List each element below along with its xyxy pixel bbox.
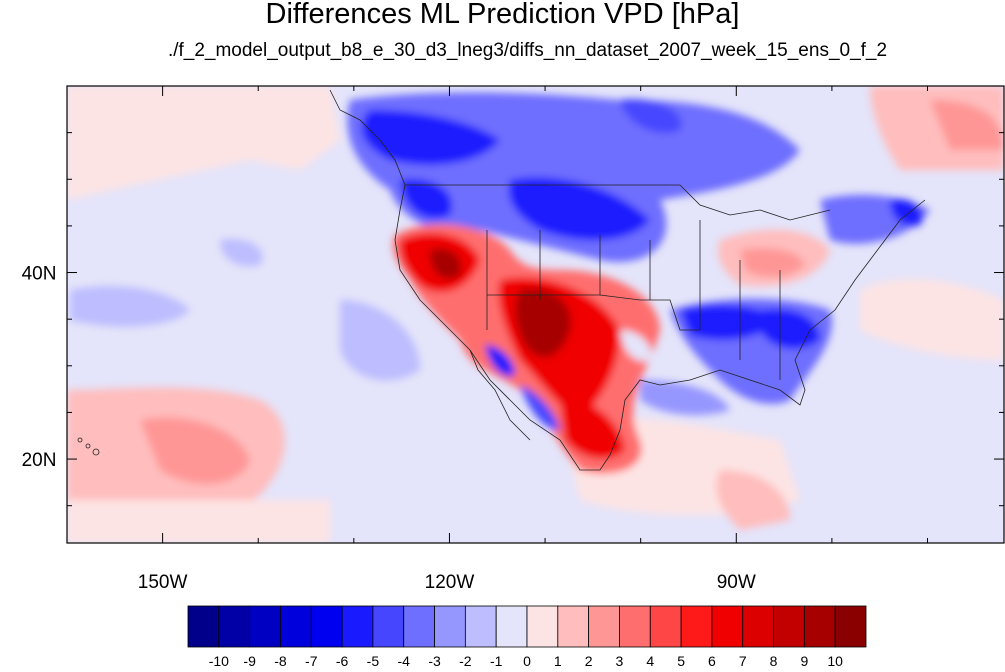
colorbar-label: 0 xyxy=(523,653,531,669)
y-tick-label: 20N xyxy=(22,450,57,471)
colorbar-label: 7 xyxy=(739,653,747,669)
colorbar-swatch xyxy=(680,605,713,648)
colorbar-label: -3 xyxy=(428,653,441,669)
colorbar-swatch xyxy=(310,605,343,648)
colorbar-swatch xyxy=(372,605,405,648)
colorbar-label: 5 xyxy=(677,653,685,669)
colorbar-swatch xyxy=(341,605,374,648)
axis-ticks: 150W 120W 90W 40N 20N xyxy=(22,86,1004,593)
x-tick-label: 90W xyxy=(717,572,756,593)
colorbar-swatch xyxy=(834,605,867,648)
colorbar-label: -1 xyxy=(490,653,503,669)
colorbar-swatch xyxy=(249,605,281,648)
colorbar-swatch xyxy=(434,605,466,648)
colorbar-swatch xyxy=(803,605,836,648)
chart-subtitle: ./f_2_model_output_b8_e_30_d3_lneg3/diff… xyxy=(167,40,888,61)
colorbar-label: -4 xyxy=(398,653,411,669)
colorbar-label: 9 xyxy=(800,653,808,669)
colorbar-swatch xyxy=(403,605,435,648)
colorbar-swatch xyxy=(495,605,528,648)
colorbar-label: -7 xyxy=(305,653,318,669)
colorbar-swatch xyxy=(588,605,620,648)
colorbar-label: 4 xyxy=(646,653,654,669)
colorbar-swatch xyxy=(557,605,590,648)
colorbar-label: -8 xyxy=(274,653,287,669)
colorbar: -10 -9 -8 -7 -6 -5 -4 -3 -2 -1 0 1 2 3 4 5 6 7 8 9 10 xyxy=(187,605,867,669)
colorbar-swatch xyxy=(649,605,682,648)
colorbar-label: -9 xyxy=(243,653,256,669)
y-tick-label: 40N xyxy=(22,264,57,285)
colorbar-label: -2 xyxy=(459,653,472,669)
difference-field xyxy=(67,86,1004,543)
colorbar-label: 8 xyxy=(770,653,778,669)
colorbar-swatch xyxy=(526,605,559,648)
colorbar-swatch xyxy=(187,605,220,648)
colorbar-label: -10 xyxy=(209,653,229,669)
x-tick-label: 120W xyxy=(425,572,475,593)
colorbar-label: -5 xyxy=(367,653,380,669)
map-frame xyxy=(66,85,1005,544)
coastlines xyxy=(77,89,926,471)
chart-title: Differences ML Prediction VPD [hPa] xyxy=(265,0,740,30)
colorbar-label: 10 xyxy=(827,653,843,669)
colorbar-label: 3 xyxy=(616,653,624,669)
colorbar-label: -6 xyxy=(336,653,349,669)
colorbar-swatch xyxy=(711,605,744,648)
colorbar-label: 2 xyxy=(585,653,593,669)
colorbar-swatch xyxy=(218,605,251,648)
colorbar-label: 1 xyxy=(554,653,562,669)
colorbar-label: 6 xyxy=(708,653,716,669)
colorbar-swatch xyxy=(773,605,805,648)
colorbar-swatch xyxy=(742,605,774,648)
colorbar-swatch xyxy=(619,605,651,648)
x-tick-label: 150W xyxy=(138,572,188,593)
colorbar-swatch xyxy=(280,605,312,648)
colorbar-swatch xyxy=(464,605,497,648)
